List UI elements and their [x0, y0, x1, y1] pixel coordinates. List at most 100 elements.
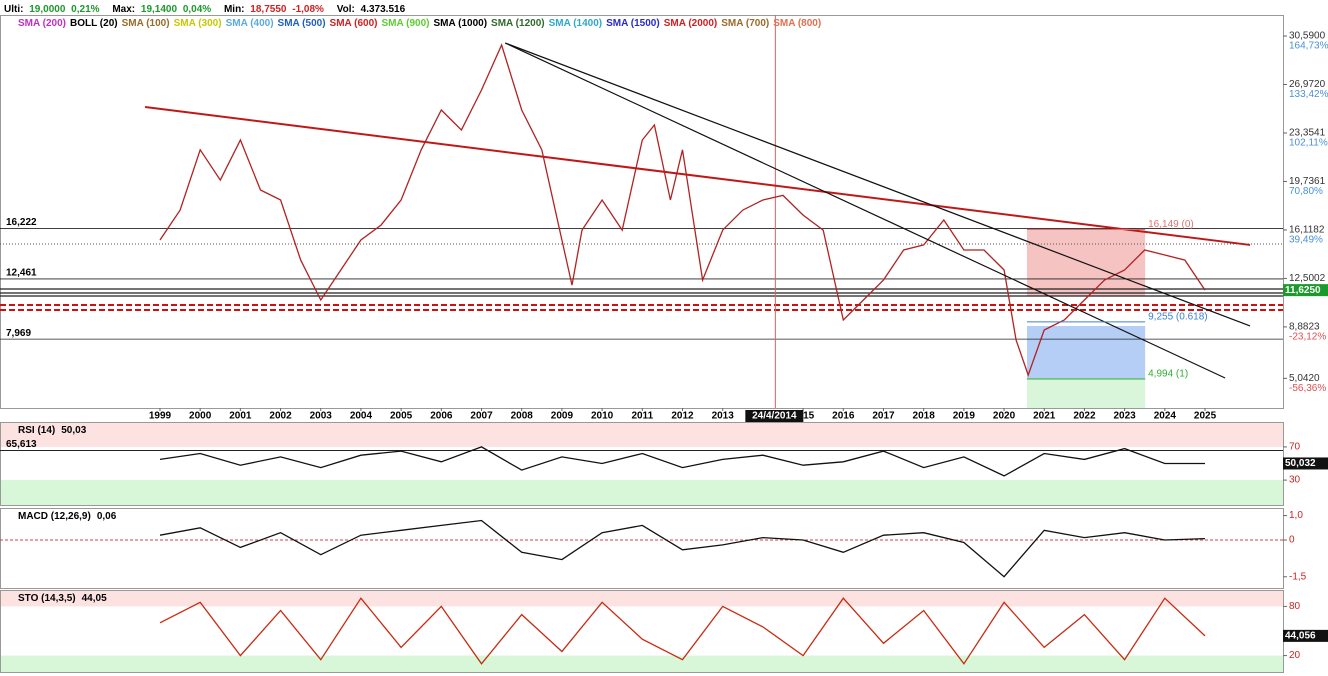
x-tick-label: 2024 — [1154, 411, 1177, 422]
price-line — [159, 597, 1206, 665]
x-tick-label: 2000 — [189, 411, 212, 422]
crosshair-box — [745, 410, 804, 422]
x-tick-label: 2011 — [631, 411, 653, 422]
last-value: 50,03 — [61, 425, 86, 436]
panel-title: STO (14,3,5) 44,05 — [18, 593, 107, 604]
price-line — [159, 446, 1205, 477]
x-tick-label: 2025 — [1194, 411, 1217, 422]
legend-entry: SMA (900) — [382, 18, 430, 29]
panel-border — [0, 508, 1284, 589]
y-tick-pct: -23,12% — [1289, 332, 1326, 343]
trendline — [144, 106, 1251, 246]
legend-entry: SMA (100) — [122, 18, 170, 29]
legend-entry: SMA (400) — [226, 18, 274, 29]
label: Ulti: — [4, 4, 23, 15]
legend-entry: SMA (300) — [174, 18, 222, 29]
value: 18,7550 — [250, 4, 287, 15]
level-label: 7,969 — [6, 328, 31, 339]
band — [0, 590, 1283, 607]
panel-title: MACD (12,26,9) 0,06 — [18, 511, 117, 522]
title: MACD (12,26,9) — [18, 511, 91, 522]
legend-entry: SMA (1500) — [606, 18, 660, 29]
current-label: 44,056 — [1285, 631, 1316, 642]
y-tick-label: 8,8823 — [1289, 322, 1320, 333]
crosshair-label: 24/4/2014 — [752, 411, 797, 422]
fib-label: 9,255 (0.618) — [1148, 312, 1208, 323]
y-tick-label: 80 — [1289, 601, 1301, 612]
trendline — [504, 42, 1226, 379]
x-tick-label: 2004 — [350, 411, 373, 422]
header: Ulti: 19,0000 0,21% Max: 19,1400 0,04% M… — [4, 4, 406, 15]
x-tick-label: 2010 — [591, 411, 614, 422]
y-tick-label: 70 — [1289, 442, 1301, 453]
band — [0, 480, 1283, 505]
value: 19,0000 — [29, 4, 66, 15]
legend: SMA (200) BOLL (20) SMA (100) SMA (300) SMA … — [18, 18, 821, 29]
last-value: 0,06 — [97, 511, 117, 522]
marker-label: 65,613 — [6, 439, 37, 450]
price-line — [159, 519, 1206, 578]
x-tick-label: 2020 — [993, 411, 1016, 422]
current-box — [1283, 457, 1328, 470]
y-tick-pct: 164,73% — [1289, 41, 1328, 52]
label: Min: — [224, 4, 245, 15]
x-tick-label: 2018 — [913, 411, 936, 422]
value: 0,21% — [71, 4, 99, 15]
x-tick-label: 2001 — [229, 411, 252, 422]
legend-entry: SMA (700) — [721, 18, 769, 29]
fib-label: 16,149 (0) — [1148, 219, 1194, 230]
zone — [1026, 379, 1146, 408]
title: STO (14,3,5) — [18, 593, 76, 604]
x-tick-label: 2003 — [310, 411, 333, 422]
level-label: 16,222 — [6, 217, 37, 228]
y-tick-label: -1,5 — [1289, 571, 1307, 582]
legend-entry: SMA (1200) — [491, 18, 545, 29]
y-tick-label: 30 — [1289, 475, 1301, 486]
y-tick-label: 19,7361 — [1289, 176, 1326, 187]
x-tick-label: 2013 — [712, 411, 735, 422]
price-line — [159, 43, 1206, 377]
band — [0, 655, 1283, 672]
value: 0,04% — [183, 4, 211, 15]
x-tick-label: 2012 — [671, 411, 694, 422]
legend-entry: SMA (200) — [18, 18, 66, 29]
panel-title: RSI (14) 50,03 — [18, 425, 87, 436]
x-tick-label: 2008 — [511, 411, 534, 422]
zone — [1026, 229, 1146, 296]
x-tick-label: 2006 — [430, 411, 453, 422]
x-tick-label: 2016 — [832, 411, 855, 422]
value: 4.373.516 — [361, 4, 406, 15]
x-tick-label: 2023 — [1114, 411, 1137, 422]
legend-entry: SMA (800) — [773, 18, 821, 29]
current-label: 11,6250 — [1285, 285, 1321, 296]
y-tick-label: 20 — [1289, 650, 1301, 661]
legend-entry: SMA (1000) — [434, 18, 488, 29]
last-value: 44,05 — [82, 593, 107, 604]
zone — [1026, 325, 1146, 380]
x-tick-label: 2009 — [551, 411, 574, 422]
fib-label: 4,994 (1) — [1148, 369, 1188, 380]
x-tick-label: 2021 — [1033, 411, 1056, 422]
y-tick-pct: 39,49% — [1289, 235, 1323, 246]
x-tick-label: 2019 — [953, 411, 976, 422]
x-tick-label: 2017 — [872, 411, 895, 422]
current-label: 50,032 — [1285, 458, 1316, 469]
y-tick-pct: 133,42% — [1289, 89, 1328, 100]
x-tick-label: 1999 — [149, 411, 172, 422]
y-tick-label: 30,5900 — [1289, 31, 1326, 42]
value: 19,1400 — [141, 4, 178, 15]
legend-entry: SMA (600) — [330, 18, 378, 29]
x-tick-label: 2022 — [1073, 411, 1096, 422]
current-box — [1283, 629, 1328, 642]
y-tick-label: 0 — [1289, 535, 1295, 546]
legend-entry: SMA (2000) — [664, 18, 718, 29]
x-tick-label: 2007 — [470, 411, 493, 422]
x-tick-label: 2005 — [390, 411, 413, 422]
y-tick-pct: -56,36% — [1289, 383, 1326, 394]
y-tick-pct: 70,80% — [1289, 186, 1323, 197]
current-box — [1283, 284, 1328, 297]
level-label: 12,461 — [6, 268, 37, 279]
x-tick-label: 2002 — [269, 411, 292, 422]
label: Vol: — [337, 4, 355, 15]
